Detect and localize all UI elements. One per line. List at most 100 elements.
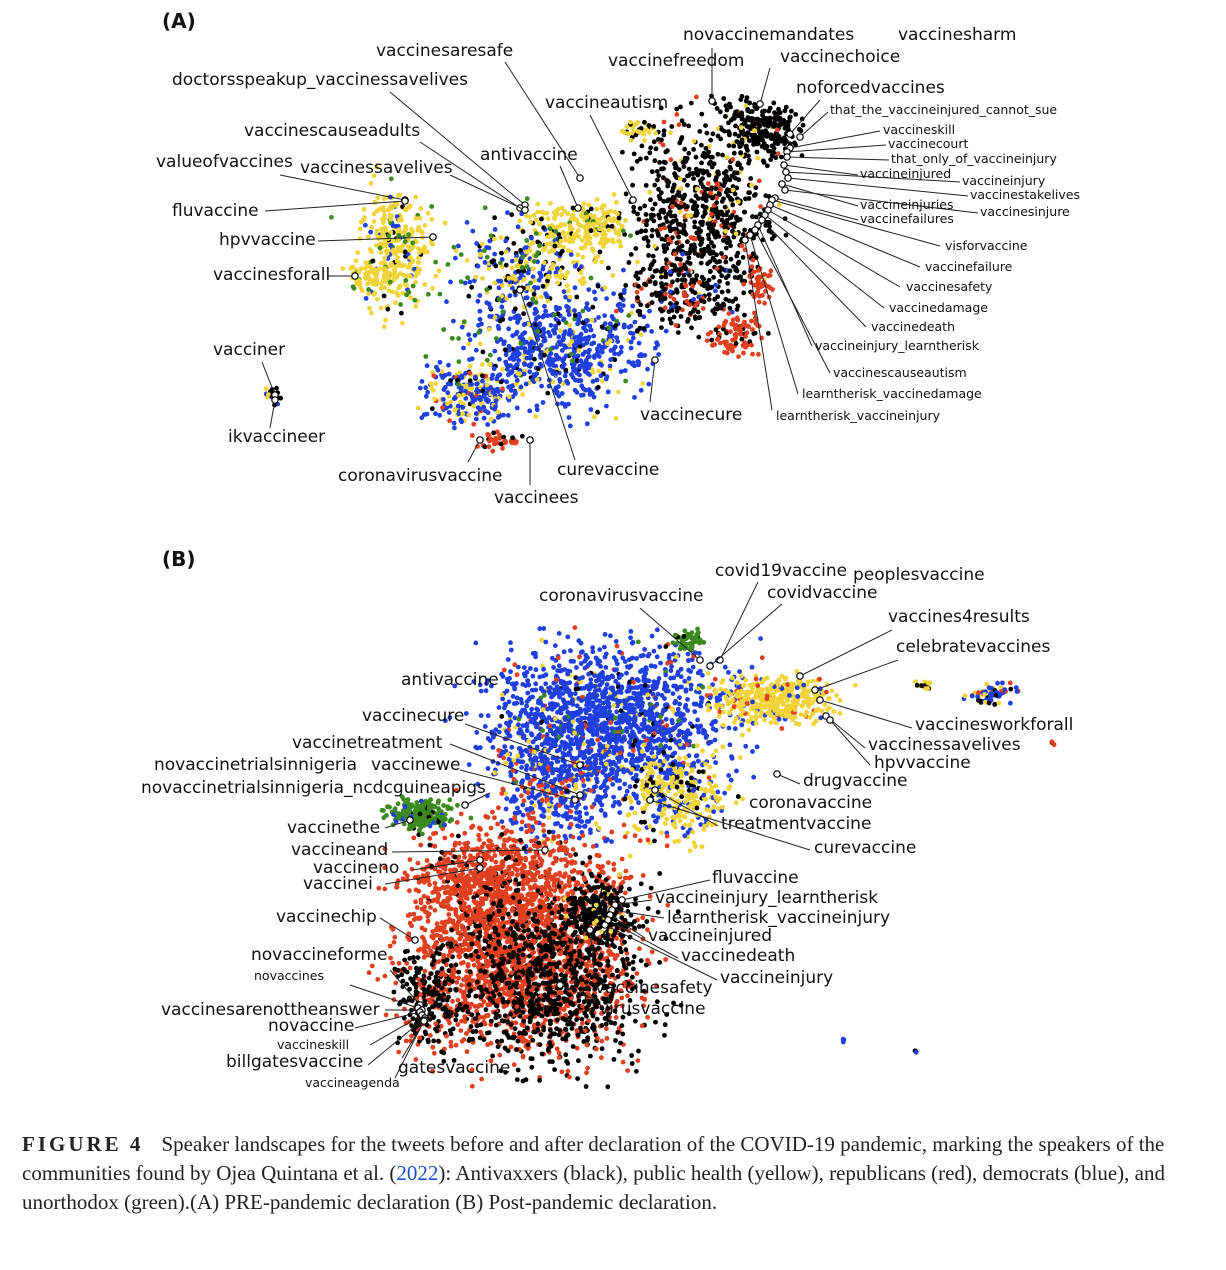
speaker-dot [609, 314, 615, 319]
speaker-dot [760, 137, 765, 143]
speaker-dot [467, 337, 473, 343]
speaker-dot [605, 700, 610, 705]
speaker-dot [586, 334, 592, 340]
speaker-dot [553, 316, 559, 322]
speaker-dot [580, 750, 586, 756]
speaker-dot [746, 727, 752, 733]
speaker-dot [532, 284, 537, 290]
speaker-dot [554, 356, 560, 362]
speaker-dot [477, 395, 482, 400]
speaker-dot [369, 310, 374, 316]
speaker-dot [707, 285, 713, 291]
speaker-dot [515, 787, 520, 792]
speaker-dot [557, 377, 563, 382]
speaker-dot [638, 156, 643, 162]
speaker-dot [655, 177, 660, 183]
speaker-dot [602, 313, 607, 318]
speaker-dot [567, 294, 573, 300]
speaker-dot [574, 294, 580, 300]
speaker-dot [768, 157, 774, 163]
speaker-dot [635, 120, 640, 125]
speaker-dot [576, 311, 582, 317]
speaker-dot [686, 123, 692, 129]
speaker-dot [636, 691, 641, 696]
speaker-dot [420, 230, 425, 236]
speaker-dot [726, 102, 732, 108]
speaker-dot [674, 300, 679, 306]
speaker-dot [504, 796, 510, 802]
speaker-dot [572, 730, 577, 736]
speaker-dot [575, 378, 581, 384]
speaker-dot [374, 228, 380, 234]
speaker-dot [509, 744, 515, 750]
speaker-dot [636, 340, 642, 346]
speaker-dot [519, 433, 525, 439]
speaker-dot [588, 327, 594, 333]
speaker-dot [470, 228, 476, 234]
speaker-dot [663, 257, 669, 263]
speaker-dot [446, 371, 452, 377]
speaker-dot [558, 222, 564, 227]
speaker-dot [611, 794, 616, 800]
speaker-dot [520, 392, 525, 397]
speaker-dot [662, 702, 668, 708]
speaker-dot [677, 247, 683, 253]
speaker-dot [417, 385, 423, 391]
speaker-dot [667, 745, 673, 751]
speaker-dot [565, 722, 571, 727]
speaker-dot [381, 232, 387, 238]
speaker-dot [575, 228, 581, 234]
speaker-dot [467, 370, 473, 376]
speaker-dot [524, 196, 530, 202]
speaker-dot [659, 137, 664, 143]
speaker-dot [475, 263, 481, 269]
speaker-dot [599, 345, 605, 350]
speaker-dot [754, 744, 760, 750]
speaker-dot [383, 227, 389, 233]
speaker-dot [586, 698, 592, 704]
speaker-dot [511, 241, 517, 246]
speaker-dot [560, 813, 566, 819]
speaker-dot [715, 133, 721, 139]
speaker-dot [583, 805, 588, 811]
speaker-dot [714, 106, 720, 111]
speaker-dot [668, 659, 674, 665]
speaker-dot [564, 705, 569, 710]
speaker-dot [386, 275, 391, 281]
speaker-dot [632, 319, 638, 325]
speaker-dot [473, 416, 479, 422]
speaker-dot [486, 386, 491, 392]
speaker-dot [633, 772, 639, 778]
speaker-dot [617, 687, 623, 693]
speaker-dot [593, 713, 598, 718]
speaker-dot [637, 206, 643, 211]
speaker-dot [762, 145, 768, 151]
speaker-dot [553, 229, 559, 234]
speaker-dot [274, 385, 279, 391]
speaker-dot [524, 295, 530, 301]
speaker-dot [675, 221, 681, 227]
speaker-dot [656, 173, 662, 179]
speaker-dot [595, 737, 601, 743]
speaker-dot [378, 260, 384, 266]
speaker-dot [511, 757, 517, 763]
speaker-dot [602, 779, 608, 784]
speaker-dot [727, 268, 733, 274]
speaker-dot [651, 715, 657, 721]
speaker-dot [484, 287, 490, 292]
speaker-dot [500, 445, 505, 451]
speaker-dot [540, 283, 546, 289]
speaker-dot [452, 425, 457, 431]
speaker-dot [381, 324, 387, 330]
speaker-dot [504, 366, 510, 372]
speaker-dot [590, 379, 596, 384]
speaker-dot [705, 153, 710, 159]
speaker-dot [530, 240, 536, 246]
speaker-dot [535, 285, 541, 291]
speaker-dot [502, 339, 507, 345]
speaker-dot [365, 234, 371, 240]
speaker-dot [704, 247, 710, 252]
speaker-dot [414, 270, 419, 275]
speaker-dot [688, 682, 694, 688]
speaker-dot [573, 682, 579, 688]
